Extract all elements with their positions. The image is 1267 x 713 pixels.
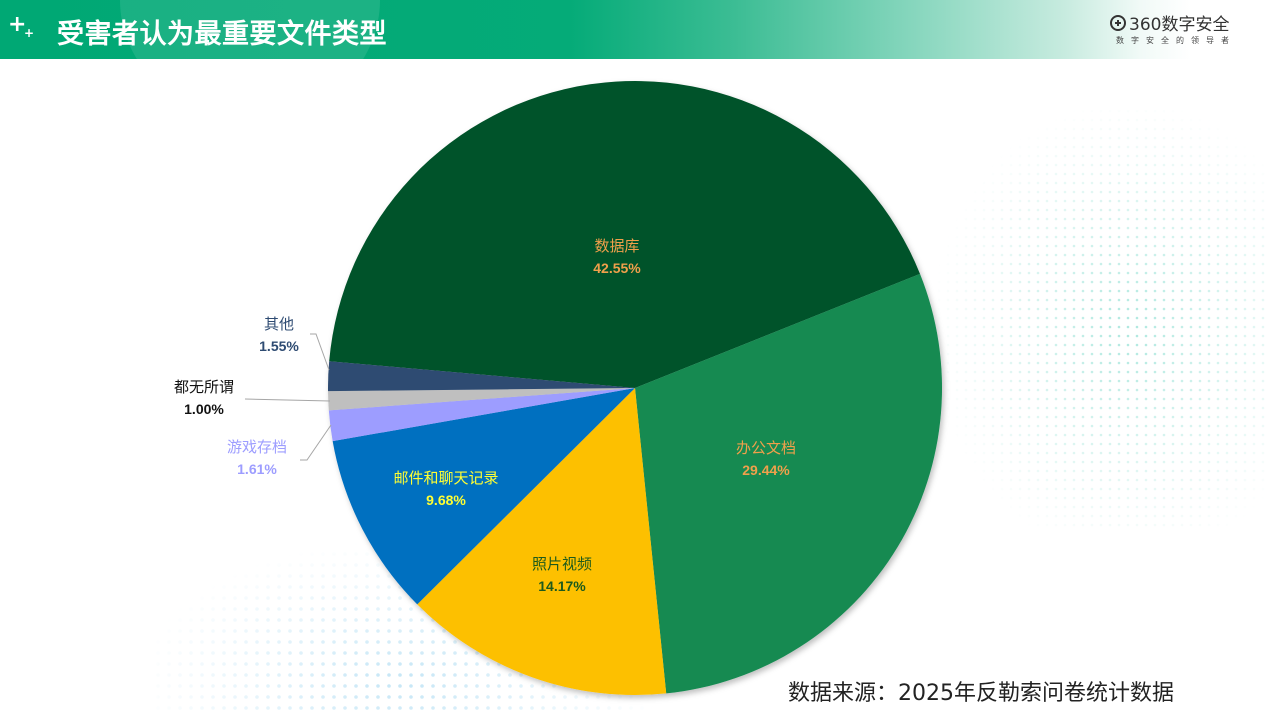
pie-slice [635,273,942,694]
data-source-note: 数据来源：2025年反勒索问卷统计数据 [788,681,1174,706]
page-title: 受害者认为最重要文件类型 [57,19,387,50]
logo-tagline: 数字安全的领导者 [1116,36,1236,45]
slice-label: 游戏存档 1.61% [227,436,287,480]
pie-slice [332,388,635,605]
slice-percent: 9.68% [426,492,466,508]
slice-percent: 1.00% [184,401,224,417]
slice-name: 都无所谓 [173,378,235,396]
slice-label: 照片视频 14.17% [532,553,592,597]
leader-line [244,398,331,402]
pie-slice [328,388,635,411]
slice-name: 邮件和聊天记录 [393,469,499,487]
slice-name: 办公文档 [735,439,797,457]
slice-label: 办公文档 29.44% [736,437,796,481]
slice-label: 数据库 42.55% [593,235,640,279]
slice-name: 其他 [263,315,295,333]
slice-percent: 1.55% [259,338,299,354]
slice-label: 都无所谓 1.00% [174,376,234,420]
logo-plus-circle-icon [1110,14,1126,31]
slice-percent: 1.61% [237,461,277,477]
slice-percent: 42.55% [593,260,641,276]
pie-slice [328,361,635,392]
leader-line [310,333,330,371]
pie-slice [417,388,667,695]
slice-name: 游戏存档 [226,438,288,456]
leader-line [300,424,332,461]
logo-text: 360数字安全 [1129,15,1230,35]
slice-percent: 29.44% [742,462,790,478]
pie-slice [328,388,635,442]
slice-label: 邮件和聊天记录 9.68% [393,467,498,511]
brand-logo: 360数字安全 数字安全的领导者 [1110,10,1250,50]
slice-percent: 14.17% [538,578,586,594]
slice-name: 照片视频 [531,555,593,573]
header-bar: + + 受害者认为最重要文件类型 360数字安全 数字安全的领导者 [0,0,1267,120]
pie-slice [329,81,921,388]
slice-name: 数据库 [594,237,640,255]
slice-label: 其他 1.55% [259,313,299,357]
